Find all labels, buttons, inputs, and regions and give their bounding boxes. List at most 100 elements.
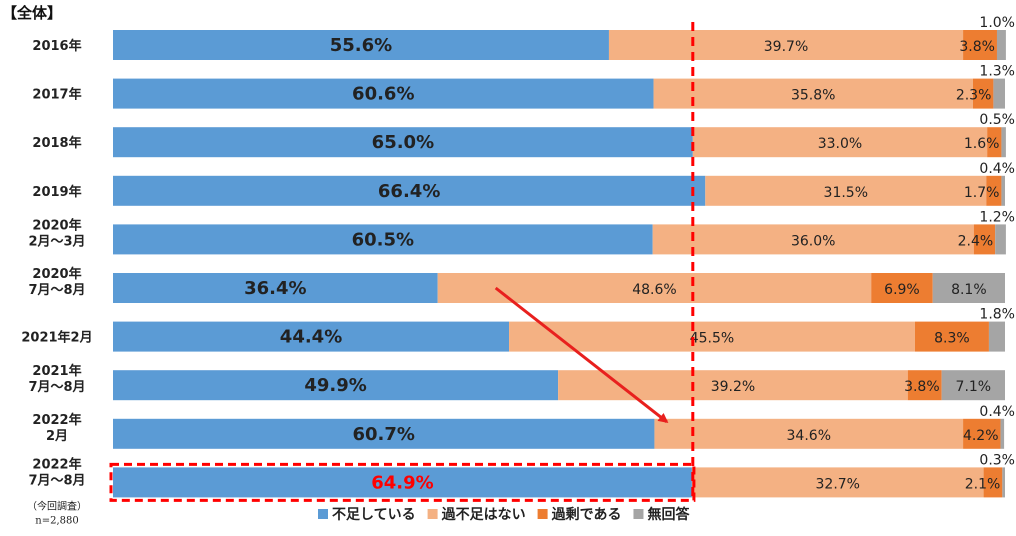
category-label: 7月～8月 (28, 473, 85, 488)
data-label: 64.9% (371, 472, 433, 493)
data-label: 2.3% (956, 88, 992, 104)
overlay-layer (109, 22, 696, 502)
category-note: （今回調査） (27, 499, 87, 512)
category-label: 2019年 (32, 184, 81, 200)
legend-swatch (633, 509, 644, 519)
data-label: 39.2% (711, 379, 755, 395)
data-label: 2.4% (958, 233, 994, 249)
data-label: 39.7% (764, 39, 808, 55)
legend-swatch (537, 509, 548, 519)
legend-swatch (318, 509, 328, 519)
data-label: 55.6% (330, 35, 392, 56)
legend-swatch (427, 509, 438, 519)
data-label: 7.1% (956, 379, 992, 395)
data-label: 3.8% (904, 379, 940, 395)
data-label: 0.4% (979, 161, 1015, 177)
data-label: 60.6% (352, 84, 414, 105)
data-label: 33.0% (818, 136, 862, 152)
data-label: 1.6% (964, 136, 1000, 152)
data-label: 6.9% (884, 282, 920, 298)
data-label: 48.6% (632, 282, 676, 298)
data-label: 8.1% (951, 282, 987, 298)
bar-segment (986, 175, 1002, 206)
bar-segment (988, 321, 1005, 352)
bar-segment (113, 30, 609, 60)
bar-segment (963, 418, 1001, 449)
chart-title: 【全体】 (2, 4, 62, 22)
legend-label: 不足している (332, 507, 416, 523)
bar-segment (113, 467, 692, 498)
bar-segment (113, 418, 655, 449)
data-label: 1.2% (979, 209, 1015, 225)
trend-arrow (494, 286, 669, 424)
data-label: 8.3% (934, 331, 970, 347)
bar-segment (113, 127, 693, 158)
category-label: 2月 (46, 429, 68, 444)
sample-size-note: n=2,880 (35, 515, 78, 526)
category-label: 2016年 (32, 38, 81, 54)
bar-segment (705, 175, 987, 206)
bar-segment (1002, 467, 1005, 498)
bar-segment (983, 467, 1003, 498)
bar-segment (993, 78, 1005, 109)
bar-segment (509, 321, 915, 352)
bar-segment (654, 418, 964, 449)
bars-layer (113, 30, 1006, 498)
bar-segment (996, 30, 1006, 60)
data-label: 34.6% (787, 428, 831, 444)
data-label: 1.8% (979, 307, 1015, 323)
data-label: 35.8% (791, 88, 835, 104)
bar-segment (113, 78, 654, 109)
category-label: 7月～8月 (28, 283, 85, 298)
category-label: 2020年 (32, 217, 81, 233)
data-label: 0.3% (979, 452, 1015, 468)
data-label: 1.3% (979, 64, 1015, 80)
data-label: 1.7% (964, 185, 1000, 201)
data-label: 3.8% (959, 39, 995, 55)
data-label: 65.0% (372, 132, 434, 153)
bar-segment (963, 30, 997, 60)
data-label: 4.2% (963, 428, 999, 444)
data-label: 44.4% (280, 327, 342, 348)
data-label: 45.5% (690, 331, 734, 347)
bar-segment (113, 321, 510, 352)
bar-segment (113, 273, 438, 303)
bar-segment (972, 78, 994, 109)
category-label: 2月～3月 (28, 234, 85, 249)
data-label: 36.4% (244, 278, 306, 299)
legend-label: 過剰である (551, 506, 622, 523)
bar-segment (558, 370, 908, 401)
labels-layer: 2016年 55.6% 39.7% 3.8% 1.0% 2017年 60.6% 35.8% 2.… (21, 15, 1015, 526)
category-label: 2022年 (32, 456, 81, 472)
bar-segment (914, 321, 989, 352)
bar-segment (113, 370, 559, 401)
bar-segment (932, 273, 1005, 303)
bar-segment (692, 127, 988, 158)
data-label: 60.5% (352, 229, 414, 250)
category-label: 2017年 (32, 87, 81, 103)
legend-label: 無回答 (647, 506, 690, 523)
data-label: 36.0% (791, 233, 835, 249)
data-label: 32.7% (816, 476, 860, 492)
data-label: 31.5% (824, 185, 868, 201)
data-label: 0.5% (979, 112, 1015, 128)
bar-segment (973, 224, 996, 255)
category-label: 2020年 (32, 266, 81, 282)
category-label: 2022年 (32, 412, 81, 428)
bar-segment (1000, 418, 1005, 449)
category-label: 7月～8月 (28, 380, 85, 395)
data-label: 0.4% (979, 404, 1015, 420)
bar-segment (871, 273, 933, 303)
data-label: 49.9% (304, 375, 366, 396)
legend-label: 過不足はない (441, 507, 526, 523)
bar-segment (907, 370, 942, 401)
category-label: 2018年 (32, 135, 81, 151)
bar-segment (113, 224, 653, 255)
data-label: 66.4% (378, 181, 440, 202)
bar-segment (653, 78, 973, 109)
bar-segment (1001, 175, 1005, 206)
legend: 不足している 過不足はない 過剰である 無回答 (318, 506, 690, 523)
highlight-box (109, 462, 696, 502)
bar-segment (995, 224, 1006, 255)
